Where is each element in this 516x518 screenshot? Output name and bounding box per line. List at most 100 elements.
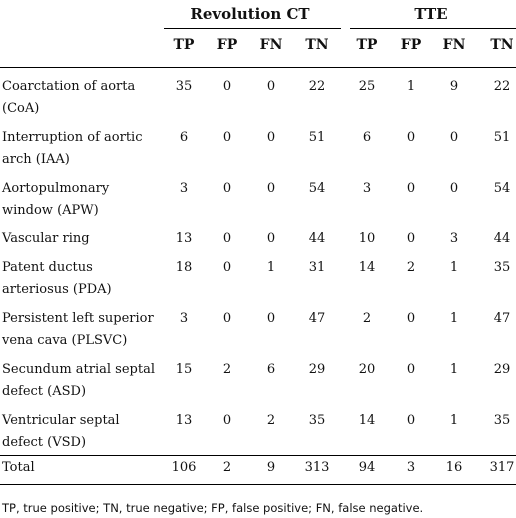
table-cell: 0	[222, 130, 232, 145]
table-cell: 22	[493, 79, 511, 94]
table-cell: 317	[489, 460, 515, 475]
row-label: Coarctation of aorta	[2, 79, 136, 94]
table-cell: 1	[449, 362, 459, 377]
table-cell: 0	[449, 181, 459, 196]
column-header-tte-tp: TP	[356, 37, 378, 53]
table-cell: 1	[449, 413, 459, 428]
table-cell: 51	[308, 130, 326, 145]
table-cell: 9	[449, 79, 459, 94]
table-cell: 94	[358, 460, 376, 475]
row-label: Interruption of aortic	[2, 130, 143, 145]
table-cell: 0	[449, 130, 459, 145]
table-footnote: TP, true positive; TN, true negative; FP…	[2, 501, 424, 515]
table-cell: 13	[175, 413, 193, 428]
table-cell: 9	[266, 460, 276, 475]
table-cell: 2	[222, 460, 232, 475]
table-cell: 0	[222, 413, 232, 428]
table-cell: 0	[222, 231, 232, 246]
table-cell: 6	[179, 130, 189, 145]
column-header-ct-tn: TN	[305, 37, 329, 53]
table-cell: 35	[175, 79, 193, 94]
total-top-rule	[0, 455, 516, 456]
row-label-continued: (CoA)	[2, 101, 40, 116]
table-cell: 6	[362, 130, 372, 145]
table-cell: 3	[406, 460, 416, 475]
table-cell: 0	[406, 311, 416, 326]
table-cell: 106	[171, 460, 197, 475]
table-cell: 29	[493, 362, 511, 377]
table-cell: 0	[406, 130, 416, 145]
table-cell: 18	[175, 260, 193, 275]
table-cell: 54	[308, 181, 326, 196]
column-header-tte-fp: FP	[400, 37, 422, 53]
table-cell: 1	[266, 260, 276, 275]
table-cell: 6	[266, 362, 276, 377]
row-label: Vascular ring	[2, 231, 90, 246]
table-cell: 3	[449, 231, 459, 246]
table-cell: 0	[406, 181, 416, 196]
table-cell: 2	[222, 362, 232, 377]
table-cell: 25	[358, 79, 376, 94]
table-cell: 3	[179, 181, 189, 196]
table-cell: 0	[266, 79, 276, 94]
table-cell: 47	[308, 311, 326, 326]
row-label-continued: vena cava (PLSVC)	[2, 333, 128, 348]
row-label-continued: arch (IAA)	[2, 152, 70, 167]
table-cell: 51	[493, 130, 511, 145]
table-cell: 13	[175, 231, 193, 246]
table-cell: 15	[175, 362, 193, 377]
row-label: Persistent left superior	[2, 311, 154, 326]
column-header-ct-fn: FN	[259, 37, 283, 53]
table-cell: 35	[308, 413, 326, 428]
table-cell: 10	[358, 231, 376, 246]
row-label: Secundum atrial septal	[2, 362, 155, 377]
table-cell: 20	[358, 362, 376, 377]
table-cell: 3	[179, 311, 189, 326]
table-cell: 1	[406, 79, 416, 94]
group-underline-revolution-ct	[164, 28, 341, 29]
table-cell: 2	[266, 413, 276, 428]
table-cell: 0	[406, 413, 416, 428]
table-cell: 0	[222, 260, 232, 275]
table-cell: 35	[493, 260, 511, 275]
table-cell: 14	[358, 260, 376, 275]
table-cell: 0	[266, 231, 276, 246]
table-cell: 0	[266, 311, 276, 326]
row-label-continued: arteriosus (PDA)	[2, 282, 112, 297]
row-label-continued: window (APW)	[2, 203, 99, 218]
table-cell: 44	[308, 231, 326, 246]
table-cell: 0	[222, 181, 232, 196]
row-label-continued: defect (ASD)	[2, 384, 87, 399]
table-cell: 0	[406, 362, 416, 377]
table-cell: 22	[308, 79, 326, 94]
table-cell: 3	[362, 181, 372, 196]
table-cell: 16	[445, 460, 463, 475]
row-label: Total	[2, 460, 35, 475]
table-cell: 29	[308, 362, 326, 377]
table-cell: 1	[449, 311, 459, 326]
table-cell: 0	[222, 311, 232, 326]
table-cell: 2	[406, 260, 416, 275]
table-cell: 2	[362, 311, 372, 326]
column-header-tte-tn: TN	[490, 37, 514, 53]
table-cell: 313	[304, 460, 330, 475]
table-cell: 0	[406, 231, 416, 246]
table-cell: 1	[449, 260, 459, 275]
table-cell: 35	[493, 413, 511, 428]
column-header-tte-fn: FN	[442, 37, 466, 53]
table-bottom-rule	[0, 484, 516, 485]
table-cell: 0	[266, 130, 276, 145]
column-header-ct-fp: FP	[216, 37, 238, 53]
table-cell: 47	[493, 311, 511, 326]
group-underline-tte	[350, 28, 516, 29]
header-bottom-rule	[0, 67, 516, 68]
table-cell: 0	[266, 181, 276, 196]
row-label: Ventricular septal	[2, 413, 120, 428]
group-header-revolution-ct: Revolution CT	[190, 5, 310, 23]
row-label: Patent ductus	[2, 260, 93, 275]
column-header-ct-tp: TP	[173, 37, 195, 53]
table-cell: 44	[493, 231, 511, 246]
group-header-tte: TTE	[414, 5, 448, 23]
table-cell: 14	[358, 413, 376, 428]
table-cell: 0	[222, 79, 232, 94]
